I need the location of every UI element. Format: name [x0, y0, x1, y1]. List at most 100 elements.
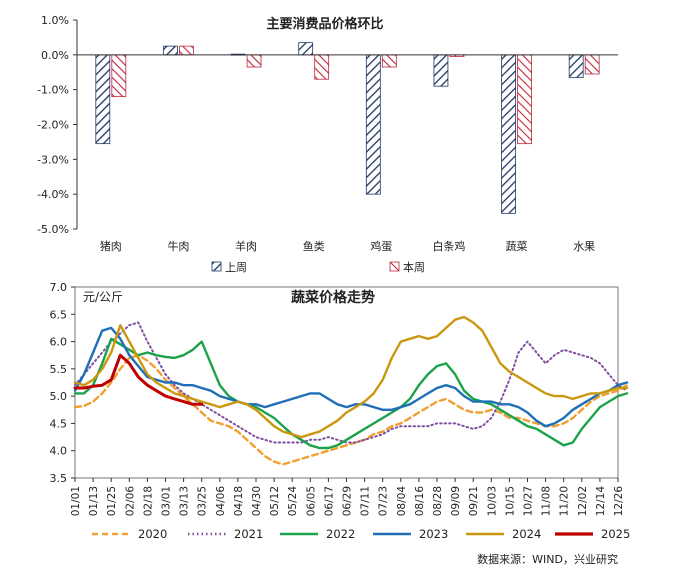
bar-last-week — [501, 54, 516, 214]
line-x-tick-label: 01/25 — [106, 486, 118, 516]
bar-this-week — [517, 54, 532, 145]
line-x-tick-label: 03/01 — [161, 486, 173, 516]
series-line-2022 — [73, 337, 629, 450]
line-x-tick-label: 04/18 — [233, 486, 245, 516]
line-x-tick-label: 10/03 — [486, 486, 498, 516]
bar-this-week — [179, 45, 194, 56]
legend-swatch-this-week — [389, 261, 400, 272]
bar-y-tick-label: -1.0% — [37, 84, 69, 97]
line-y-tick-label: 5.5 — [50, 363, 68, 376]
legend-label-2021: 2021 — [234, 527, 263, 541]
legend-label-2025: 2025 — [601, 527, 630, 541]
bar-last-week — [365, 54, 381, 195]
bar-y-tick-label: 0.0% — [41, 49, 69, 62]
line-y-tick-label: 7.0 — [50, 281, 68, 294]
line-chart-ylabel: 元/公斤 — [83, 290, 123, 304]
source-note: 数据来源：WIND，兴业研究 — [477, 552, 618, 566]
line-x-tick-label: 02/06 — [124, 486, 136, 517]
bar-category-label: 鱼类 — [303, 239, 325, 253]
line-x-tick-label: 01/01 — [70, 486, 82, 516]
line-x-tick-label: 10/27 — [523, 486, 535, 516]
line-x-tick-label: 09/09 — [450, 486, 462, 516]
line-x-tick-label: 03/13 — [179, 486, 191, 516]
series-line-2021 — [74, 321, 628, 444]
line-x-tick-label: 06/29 — [342, 486, 354, 516]
bar-this-week — [381, 54, 397, 68]
line-x-tick-label: 08/16 — [414, 486, 426, 517]
line-x-tick-label: 01/13 — [88, 486, 100, 516]
legend-label-last-week: 上周 — [225, 261, 247, 274]
bar-series — [95, 42, 600, 214]
line-x-tick-label: 12/02 — [577, 486, 589, 516]
bar-last-week — [95, 54, 111, 145]
line-x-tick-label: 04/06 — [215, 486, 227, 517]
line-x-tick-label: 08/04 — [396, 486, 408, 517]
series-line-2024 — [73, 315, 629, 439]
line-x-tick-label: 03/25 — [197, 486, 209, 516]
line-x-tick-label: 07/11 — [360, 486, 372, 516]
bar-last-week — [163, 45, 178, 56]
bar-category-label: 猪肉 — [100, 240, 122, 253]
line-x-tick-label: 06/17 — [323, 486, 335, 516]
line-chart-title: 蔬菜价格走势 — [291, 289, 375, 306]
series-line-2023 — [73, 326, 629, 428]
bar-category-label: 白条鸡 — [432, 239, 465, 253]
line-y-axis: 7.0 6.5 6.0 5.5 5.0 4.5 4.0 3.5 — [50, 281, 619, 485]
line-x-tick-label: 12/14 — [595, 486, 607, 517]
bar-last-week — [568, 54, 584, 78]
line-y-tick-label: 5.0 — [50, 390, 68, 403]
line-x-tick-label: 10/15 — [504, 486, 516, 516]
bar-y-tick-label: -2.0% — [37, 119, 69, 132]
legend-label-2020: 2020 — [138, 527, 167, 541]
line-y-tick-label: 4.5 — [50, 417, 68, 430]
bar-chart-title: 主要消费品价格环比 — [266, 16, 383, 32]
bar-category-label: 水果 — [573, 240, 595, 253]
line-x-tick-label: 08/28 — [432, 486, 444, 516]
legend-label-this-week: 本周 — [403, 260, 425, 274]
bar-y-tick-label: -4.0% — [37, 188, 69, 201]
line-y-tick-label: 6.0 — [50, 336, 68, 349]
bar-y-tick-label: 1.0% — [41, 14, 69, 27]
line-x-tick-label: 07/23 — [378, 486, 390, 516]
bar-category-label: 蔬菜 — [506, 240, 528, 253]
bar-chart: 主要消费品价格环比 1.0% 0.0% -1.0% -2.0% -3.0% -4.0% -5… — [37, 14, 618, 274]
line-x-tick-label: 11/08 — [541, 486, 553, 516]
bar-category-label: 羊肉 — [235, 239, 257, 253]
legend-label-2022: 2022 — [326, 527, 355, 541]
bar-categories: 猪肉 牛肉 羊肉 鱼类 鸡蛋 白条鸡 蔬菜 水果 — [100, 239, 595, 253]
line-y-tick-label: 4.0 — [50, 445, 68, 458]
bar-y-tick-label: -3.0% — [37, 153, 69, 166]
line-legend: 2020 2021 2022 2023 2024 2025 — [92, 527, 630, 541]
line-x-tick-label: 12/26 — [613, 486, 625, 517]
bar-this-week — [246, 54, 262, 68]
line-x-tick-label: 06/05 — [305, 486, 317, 516]
bar-this-week — [111, 54, 127, 98]
line-x-tick-label: 05/24 — [287, 486, 299, 517]
series-line-2020 — [73, 354, 629, 466]
bar-this-week — [314, 54, 330, 80]
bar-y-tick-label: -5.0% — [37, 223, 69, 236]
line-x-axis: 01/01 01/13 01/25 02/06 02/18 03/01 03/13 03/25… — [70, 478, 625, 516]
line-x-tick-label: 09/21 — [468, 486, 480, 516]
legend-label-2023: 2023 — [419, 527, 448, 541]
legend-swatch-last-week — [211, 261, 222, 272]
line-y-tick-label: 6.5 — [50, 308, 68, 321]
bar-this-week — [584, 54, 600, 75]
line-x-tick-label: 05/12 — [269, 486, 281, 516]
line-x-tick-label: 02/18 — [142, 486, 154, 516]
series-line-2025 — [73, 353, 204, 406]
line-y-tick-label: 3.5 — [50, 472, 68, 485]
bar-last-week — [433, 54, 449, 87]
line-chart: 蔬菜价格走势 元/公斤 7.0 6.5 6.0 5.5 5.0 4.5 4.0 3.5 01/… — [50, 281, 631, 566]
line-series — [73, 315, 629, 466]
legend-label-2024: 2024 — [512, 527, 541, 541]
line-x-tick-label: 04/30 — [251, 486, 263, 516]
bar-legend: 上周 本周 — [211, 260, 425, 274]
bar-category-label: 牛肉 — [167, 239, 189, 253]
bar-y-axis: 1.0% 0.0% -1.0% -2.0% -3.0% -4.0% -5.0% — [37, 14, 78, 236]
line-x-tick-label: 11/20 — [559, 486, 571, 516]
bar-category-label: 鸡蛋 — [370, 239, 392, 253]
bar-last-week — [298, 42, 314, 56]
